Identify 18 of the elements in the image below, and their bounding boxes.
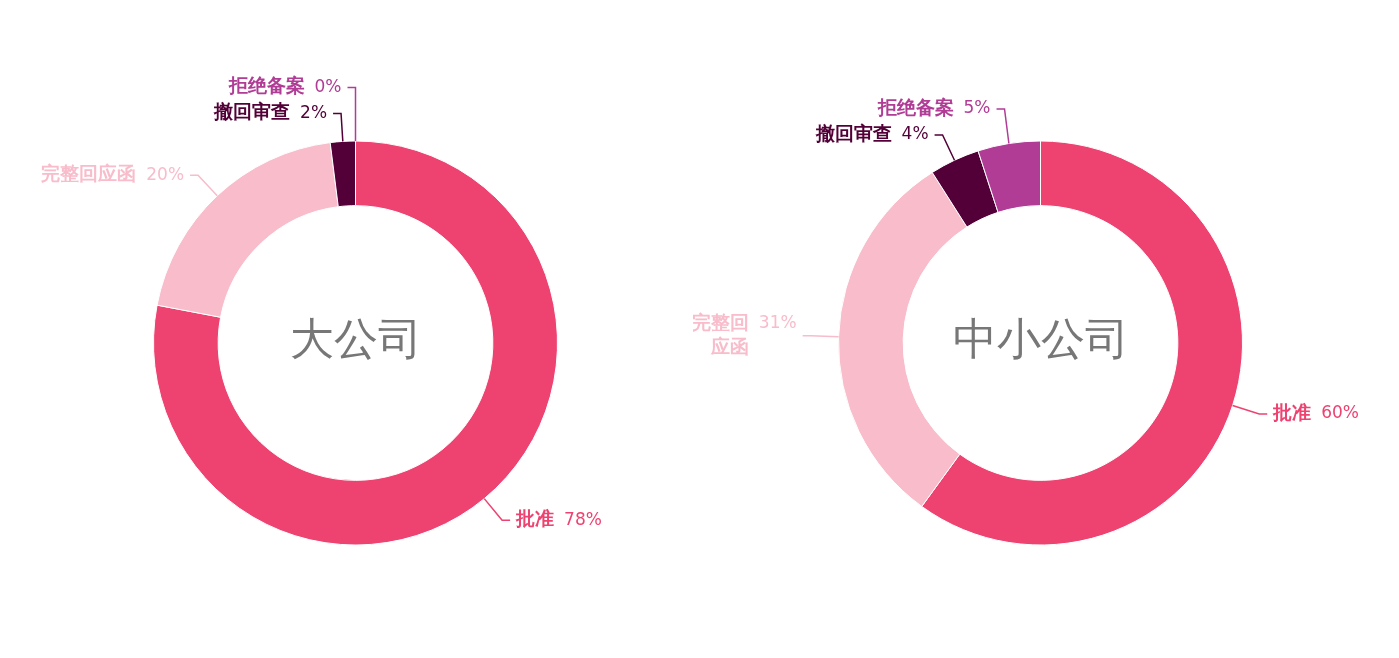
slice-label: 撤回审查	[814, 121, 892, 144]
text: 大公司	[289, 313, 422, 365]
category-label: 拒绝备案	[228, 74, 305, 97]
slice-label: 批准	[515, 507, 555, 530]
data-label: 78%	[564, 508, 602, 529]
slice-label: 撤回审查	[213, 100, 291, 123]
data-label: 60%	[1321, 402, 1360, 423]
slice-label: 拒绝备案	[876, 95, 954, 118]
data-label: 31%	[758, 312, 797, 333]
text: 0%	[314, 75, 342, 96]
slice-label: 完整回应函	[691, 310, 749, 357]
slice-label: 批准	[1272, 401, 1312, 424]
slice-label: 完整回应函	[41, 162, 137, 185]
text: 中小公司	[952, 313, 1129, 365]
data-label: 5%	[963, 97, 991, 118]
data-label: 20%	[146, 163, 185, 184]
data-label: 2%	[300, 101, 328, 122]
data-label: 4%	[901, 123, 929, 144]
